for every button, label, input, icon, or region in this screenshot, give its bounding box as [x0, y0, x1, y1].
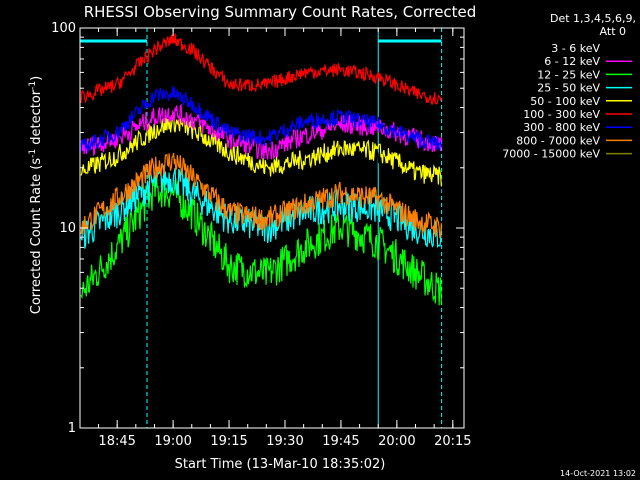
legend-header-line-2: Att 0	[600, 25, 626, 38]
legend-label: 300 - 800 keV	[523, 121, 600, 134]
x-axis-label: Start Time (13-Mar-10 18:35:02)	[175, 457, 386, 472]
y-axis-label: Corrected Count Rate (s-1 detector-1)	[28, 76, 44, 314]
x-tick-label: 20:15	[434, 434, 471, 449]
legend-label: 12 - 25 keV	[537, 68, 600, 81]
x-tick-label: 19:15	[210, 434, 247, 449]
legend-label: 25 - 50 keV	[537, 82, 600, 95]
plot-area: 1 10 100 18:45 19:00 19:15 19:30 19:45 20:00 20:1…	[51, 21, 471, 449]
legend-label: 100 - 300 keV	[523, 108, 600, 121]
x-tick-label: 19:45	[322, 434, 359, 449]
series-line-800-7000keV	[80, 152, 442, 239]
x-tick-label: 18:45	[98, 434, 135, 449]
x-tick-label: 19:00	[154, 434, 191, 449]
legend-label: 3 - 6 keV	[551, 42, 600, 55]
legend-label: 800 - 7000 keV	[516, 134, 600, 147]
series-line-100-300keV	[80, 33, 442, 105]
footer-date: 14-Oct-2021 13:02	[560, 469, 636, 478]
y-tick-label: 10	[59, 221, 76, 236]
legend-header-line-1: Det 1,3,4,5,6,9,	[550, 12, 636, 25]
x-tick-label: 19:30	[266, 434, 303, 449]
legend-label: 50 - 100 keV	[530, 95, 600, 108]
x-tick-label: 20:00	[378, 434, 415, 449]
series-line-300-800keV	[80, 85, 442, 153]
series-line-6-12keV	[80, 103, 442, 160]
legend-label: 6 - 12 keV	[544, 55, 600, 68]
series-line-50-100keV	[80, 112, 442, 187]
legend-label: 7000 - 15000 keV	[502, 148, 600, 161]
y-tick-label: 100	[51, 21, 76, 36]
y-tick-label: 1	[68, 421, 76, 436]
series-line-12-25keV	[80, 173, 442, 306]
chart-title: RHESSI Observing Summary Count Rates, Co…	[84, 3, 477, 21]
